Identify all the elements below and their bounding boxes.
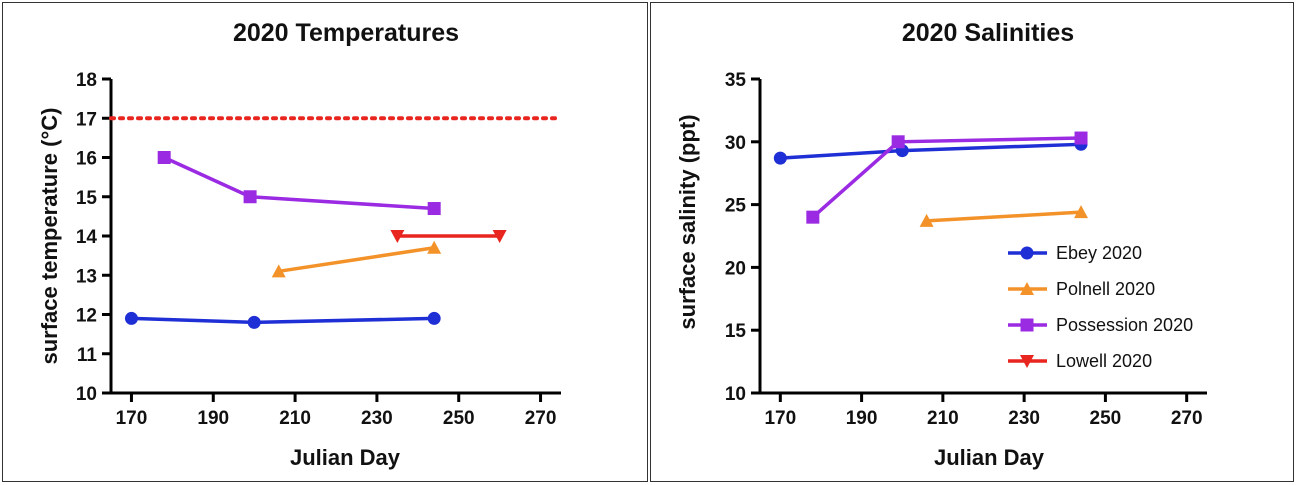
temperature-chart-panel: 2020 Temperatures Julian Day surface tem… bbox=[2, 2, 648, 482]
legend-swatch-marker bbox=[1020, 355, 1034, 368]
y-tick-label: 17 bbox=[76, 109, 97, 130]
ebey-2020-point bbox=[773, 151, 787, 165]
possession-2020-point bbox=[243, 190, 257, 204]
y-tick-label: 10 bbox=[76, 384, 97, 405]
possession-2020-line bbox=[163, 155, 435, 211]
y-tick-label: 25 bbox=[725, 196, 747, 217]
y-tick-label: 16 bbox=[76, 149, 97, 170]
x-axis-label: Julian Day bbox=[290, 445, 401, 470]
ebey-2020-point bbox=[427, 311, 441, 325]
polnell-2020-point bbox=[919, 213, 934, 227]
legend-item-polnell-2020: Polnell 2020 bbox=[1008, 279, 1155, 299]
polnell-2020-line bbox=[278, 246, 435, 274]
ebey-2020-line bbox=[131, 316, 435, 325]
polnell-2020-point bbox=[1074, 205, 1089, 219]
y-tick-label: 35 bbox=[725, 70, 747, 91]
legend-label: Possession 2020 bbox=[1056, 315, 1193, 335]
plot-area: 170 190 210 230 250 270 10 11 12 13 14 15 16 17 18 bbox=[76, 70, 563, 429]
y-tick-label: 18 bbox=[76, 70, 97, 91]
lowell-2020-point bbox=[390, 230, 405, 243]
legend-item-ebey-2020: Ebey 2020 bbox=[1008, 243, 1142, 263]
y-tick-label: 13 bbox=[76, 266, 97, 287]
x-tick-label: 230 bbox=[1008, 408, 1040, 429]
y-axis-label: surface temperature (°C) bbox=[37, 108, 62, 365]
legend-swatch-marker bbox=[1020, 282, 1034, 295]
y-tick-label: 15 bbox=[76, 188, 98, 209]
y-tick-label: 10 bbox=[725, 384, 746, 405]
chart-title: 2020 Temperatures bbox=[233, 19, 459, 47]
chart-title: 2020 Salinities bbox=[902, 19, 1074, 47]
x-tick-label: 230 bbox=[361, 408, 393, 429]
legend-swatch-marker bbox=[1020, 318, 1034, 332]
x-tick-label: 190 bbox=[846, 408, 878, 429]
possession-2020-point bbox=[806, 210, 820, 224]
ebey-2020-line bbox=[780, 142, 1082, 160]
x-tick-label: 170 bbox=[116, 408, 148, 429]
salinity-chart: 2020 Salinities Julian Day surface salin… bbox=[675, 19, 1207, 470]
x-tick-label: 250 bbox=[443, 408, 475, 429]
y-tick-label: 30 bbox=[725, 133, 746, 154]
plot-area: 170 190 210 230 250 270 10 15 20 25 30 35 bbox=[725, 70, 1207, 429]
x-tick-label: 210 bbox=[279, 408, 311, 429]
possession-2020-point bbox=[157, 151, 171, 164]
legend-label: Polnell 2020 bbox=[1056, 279, 1155, 299]
ebey-2020-point bbox=[247, 315, 261, 329]
x-tick-label: 270 bbox=[1171, 408, 1203, 429]
legend-item-lowell-2020: Lowell 2020 bbox=[1008, 351, 1152, 371]
y-tick-label: 14 bbox=[76, 227, 98, 248]
lowell-2020-point bbox=[492, 230, 507, 243]
legend-label: Lowell 2020 bbox=[1056, 351, 1152, 371]
y-tick-label: 20 bbox=[725, 258, 746, 279]
x-tick-label: 210 bbox=[927, 408, 959, 429]
ebey-2020-point bbox=[124, 311, 138, 325]
y-tick-label: 15 bbox=[725, 321, 747, 342]
legend-label: Ebey 2020 bbox=[1056, 243, 1142, 263]
x-tick-label: 190 bbox=[197, 408, 229, 429]
legend-swatch-marker bbox=[1020, 246, 1034, 260]
legend-item-possession-2020: Possession 2020 bbox=[1008, 315, 1193, 335]
polnell-2020-point bbox=[271, 264, 286, 278]
temperature-chart: 2020 Temperatures Julian Day surface tem… bbox=[37, 19, 563, 470]
possession-2020-point bbox=[1074, 131, 1088, 145]
salinity-chart-panel: 2020 Salinities Julian Day surface salin… bbox=[650, 2, 1294, 482]
possession-2020-point bbox=[891, 135, 905, 149]
y-tick-label: 11 bbox=[77, 345, 98, 366]
polnell-2020-line bbox=[926, 210, 1082, 223]
x-tick-label: 250 bbox=[1090, 408, 1122, 429]
possession-2020-point bbox=[427, 202, 441, 216]
legend: Ebey 2020 Polnell 2020 Possession 2020 Lowe… bbox=[1008, 243, 1193, 371]
y-axis-label: surface salinity (ppt) bbox=[675, 114, 700, 329]
x-tick-label: 270 bbox=[525, 408, 557, 429]
x-tick-label: 170 bbox=[764, 408, 796, 429]
polnell-2020-point bbox=[427, 240, 442, 254]
y-tick-label: 12 bbox=[76, 306, 97, 327]
x-axis-label: Julian Day bbox=[934, 445, 1045, 470]
